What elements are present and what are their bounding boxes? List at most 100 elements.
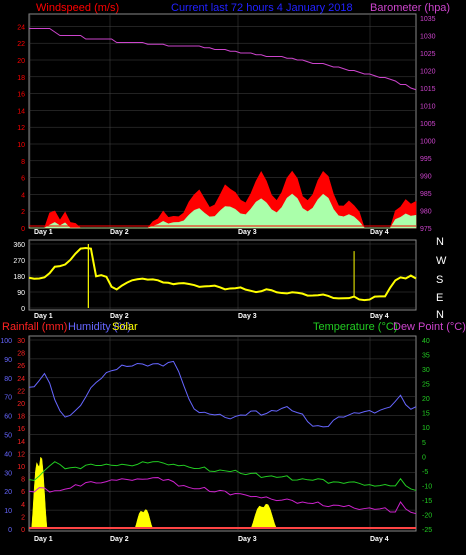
wind-average-series	[29, 193, 417, 229]
compass-label: E	[436, 292, 443, 304]
temp-axis-tick: -25	[422, 527, 432, 534]
baro-axis-tick: 1010	[420, 104, 436, 111]
rain-axis-tick: 30	[17, 338, 25, 345]
humidity-axis-tick: 60	[4, 414, 12, 421]
dewpoint-series	[28, 477, 417, 515]
direction-series	[28, 247, 417, 302]
baro-axis-tick: 1030	[420, 34, 436, 41]
compass-label: N	[436, 236, 444, 248]
day-label: Day 4	[370, 229, 389, 236]
baro-axis-tick: 1000	[420, 139, 436, 146]
temp-axis-tick: 25	[422, 382, 430, 389]
rain-axis-tick: 26	[17, 363, 25, 370]
dir-axis-tick: 0	[21, 306, 25, 313]
rain-axis-tick: 10	[17, 464, 25, 471]
direction-panel-frame	[28, 239, 417, 311]
day-label: Day 3	[238, 313, 257, 320]
axis-ticks: 0246810121416182022249759809859909951000…	[0, 16, 447, 534]
wind-axis-tick: 20	[17, 58, 25, 65]
baro-axis-tick: 1015	[420, 86, 436, 93]
wind-axis-tick: 12	[17, 125, 25, 132]
temp-axis-tick: -10	[422, 483, 432, 490]
wind-axis-tick: 4	[21, 192, 25, 199]
rain-axis-tick: 0	[21, 527, 25, 534]
day-label: Day 1	[34, 229, 53, 236]
wind-axis-tick: 16	[17, 92, 25, 99]
compass-label: N	[436, 309, 444, 321]
rain-axis-tick: 20	[17, 401, 25, 408]
temp-axis-tick: 15	[422, 411, 430, 418]
day-label: Day 2	[110, 536, 129, 543]
wind-axis-tick: 18	[17, 75, 25, 82]
solar-series	[250, 503, 277, 530]
baro-axis-tick: 1005	[420, 121, 436, 128]
compass-label: W	[436, 255, 447, 267]
wind-axis-tick: 10	[17, 142, 25, 149]
rain-axis-tick: 6	[21, 489, 25, 496]
wind-axis-tick: 24	[17, 24, 25, 31]
day-label: Day 3	[238, 536, 257, 543]
humidity-series	[28, 360, 417, 428]
temperature-series	[28, 461, 417, 491]
baro-title: Barometer (hpa)	[370, 2, 450, 14]
humidity-axis-tick: 0	[8, 527, 12, 534]
baro-axis-tick: 1020	[420, 69, 436, 76]
wind-axis-tick: 6	[21, 176, 25, 183]
rain-axis-tick: 12	[17, 451, 25, 458]
hum-title: Humidity (%)	[68, 321, 131, 333]
temp-axis-tick: 40	[422, 338, 430, 345]
chart-marks	[28, 28, 417, 530]
day-label: Day 3	[238, 229, 257, 236]
baro-axis-tick: 975	[420, 226, 432, 233]
grid-lines	[29, 14, 416, 531]
wind-axis-tick: 2	[21, 209, 25, 216]
rain-axis-tick: 22	[17, 388, 25, 395]
rain-axis-tick: 16	[17, 426, 25, 433]
baro-axis-tick: 995	[420, 156, 432, 163]
day-label: Day 2	[110, 313, 129, 320]
rain-axis-tick: 4	[21, 502, 25, 509]
dir-axis-tick: 180	[13, 274, 25, 281]
solar-series	[134, 509, 154, 530]
temp-axis-tick: 35	[422, 353, 430, 360]
day-label: Day 2	[110, 229, 129, 236]
temp-axis-tick: -15	[422, 498, 432, 505]
temp-panel-frame	[28, 335, 417, 532]
rain-axis-tick: 14	[17, 439, 25, 446]
wind-axis-tick: 0	[21, 226, 25, 233]
wind-title: Windspeed (m/s)	[36, 2, 119, 14]
day-label: Day 4	[370, 536, 389, 543]
temp-axis-tick: 20	[422, 396, 430, 403]
humidity-axis-tick: 10	[4, 508, 12, 515]
humidity-axis-tick: 90	[4, 357, 12, 364]
humidity-axis-tick: 80	[4, 376, 12, 383]
wind-axis-tick: 22	[17, 41, 25, 48]
wind-axis-tick: 14	[17, 108, 25, 115]
rain-axis-tick: 2	[21, 514, 25, 521]
compass-label: S	[436, 274, 443, 286]
day-label: Day 1	[34, 313, 53, 320]
humidity-axis-tick: 20	[4, 489, 12, 496]
humidity-axis-tick: 70	[4, 395, 12, 402]
day-labels: Day 1 Day 2 Day 3 Day 4 Day 1 Day 2 Day 3 Day 4…	[34, 229, 389, 543]
temp-axis-tick: 0	[422, 454, 426, 461]
rain-axis-tick: 24	[17, 376, 25, 383]
rain-axis-tick: 28	[17, 351, 25, 358]
humidity-axis-tick: 50	[4, 433, 12, 440]
baro-axis-tick: 1025	[420, 51, 436, 58]
humidity-axis-tick: 100	[0, 338, 12, 345]
solar-series	[31, 456, 48, 530]
baro-axis-tick: 990	[420, 174, 432, 181]
wind-axis-tick: 8	[21, 159, 25, 166]
rain-axis-tick: 18	[17, 414, 25, 421]
temp-axis-tick: 10	[422, 425, 430, 432]
temp-axis-tick: 5	[422, 440, 426, 447]
solar-title: Solar	[112, 321, 138, 333]
humidity-axis-tick: 30	[4, 470, 12, 477]
humidity-axis-tick: 40	[4, 451, 12, 458]
center-title: Current last 72 hours 4 January 2018	[171, 2, 353, 14]
baro-axis-tick: 985	[420, 191, 432, 198]
dir-axis-tick: 90	[17, 290, 25, 297]
dew-title: Dew Point (°C)	[393, 321, 466, 333]
